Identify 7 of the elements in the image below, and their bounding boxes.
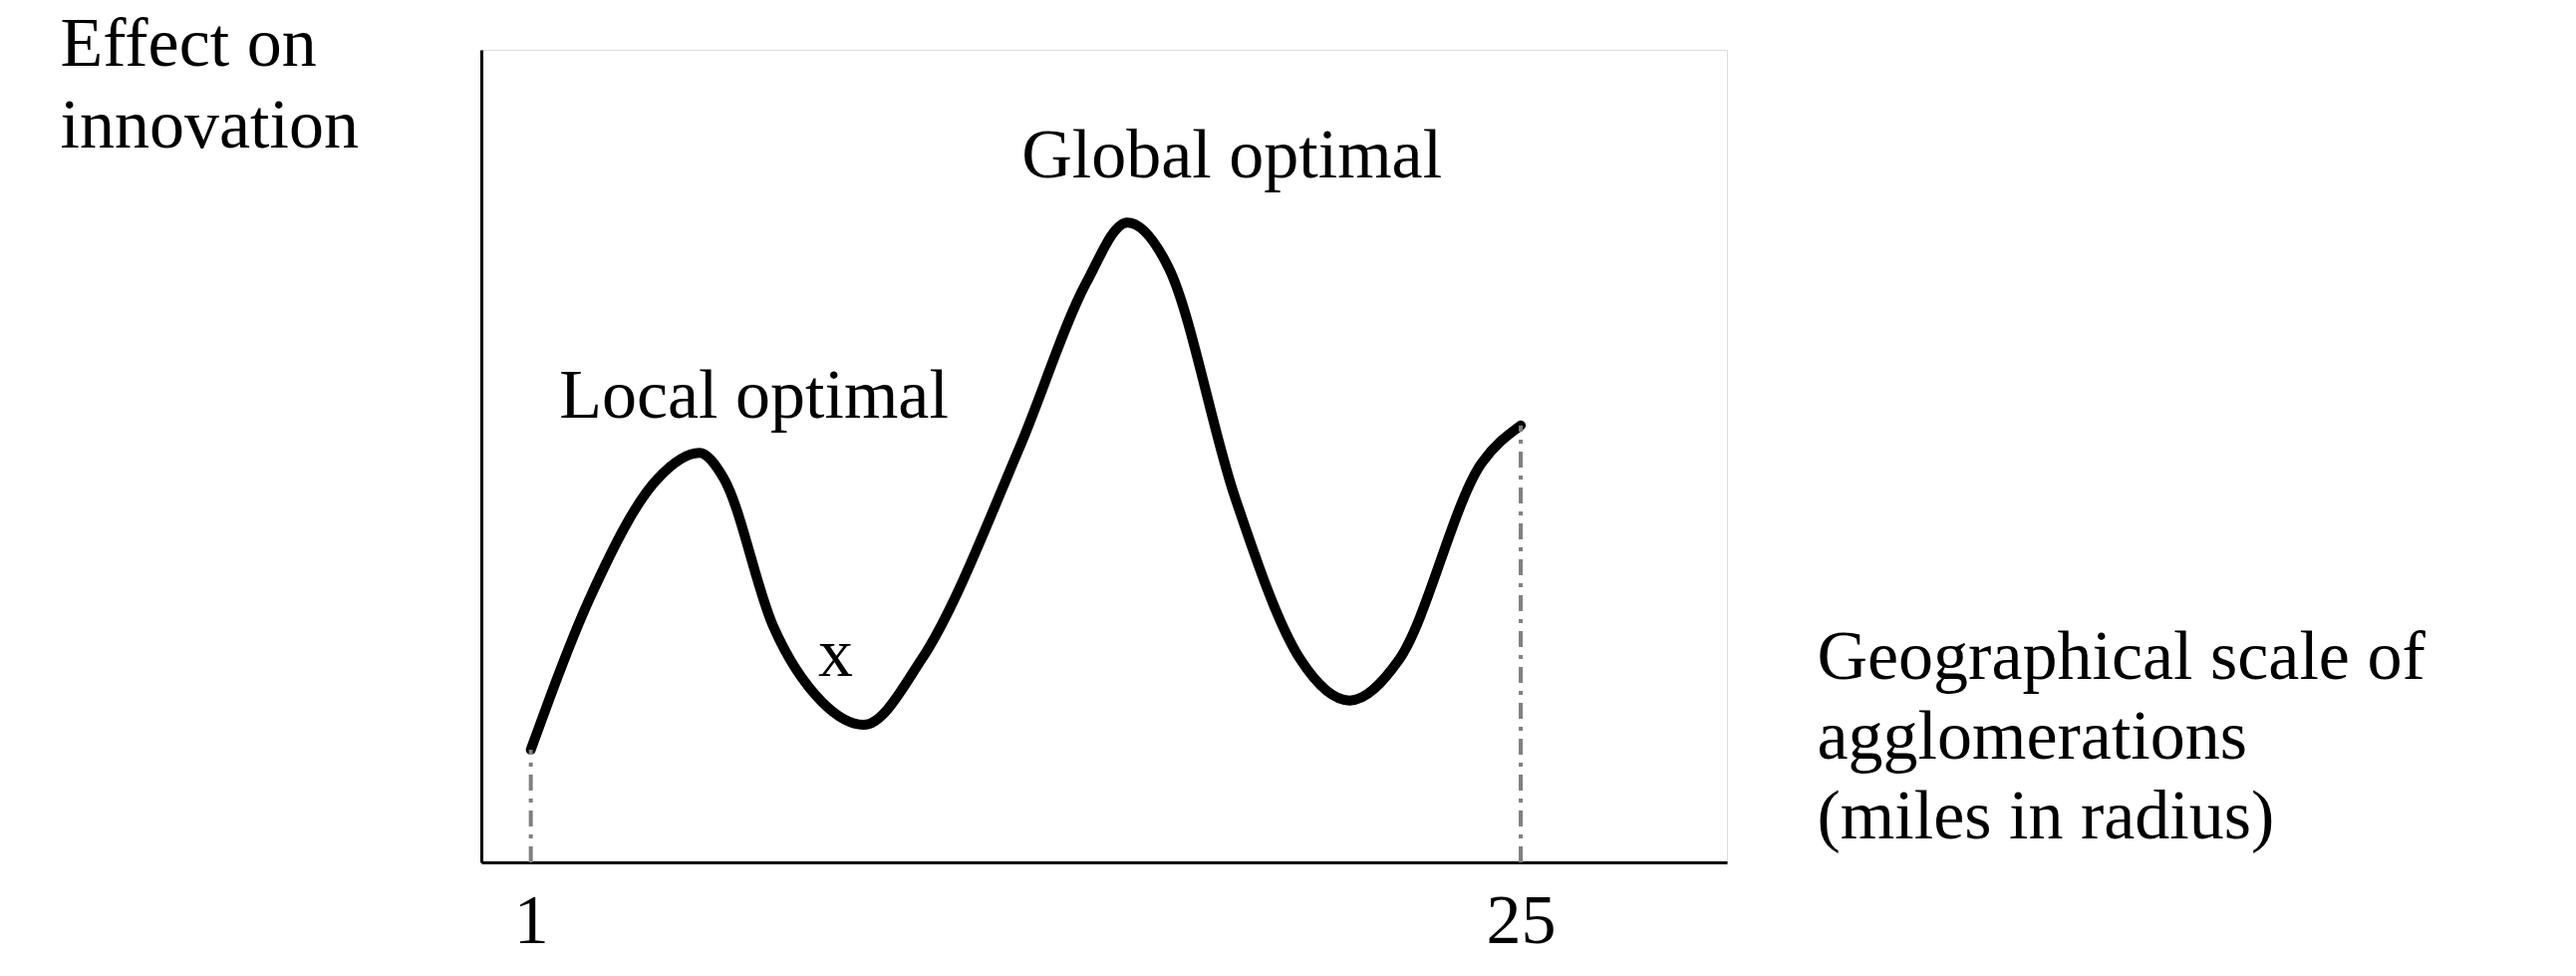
y-axis-title: Effect on innovation bbox=[60, 3, 359, 163]
x-tick-label: 1 bbox=[513, 880, 549, 958]
x-tick-label: 25 bbox=[1486, 880, 1557, 958]
annotation: x bbox=[817, 614, 853, 692]
annotation: Local optimal bbox=[559, 356, 949, 434]
annotation: Global optimal bbox=[1021, 116, 1443, 193]
x-axis-title: Geographical scale of agglomerations (miles in radius) bbox=[1817, 616, 2427, 853]
